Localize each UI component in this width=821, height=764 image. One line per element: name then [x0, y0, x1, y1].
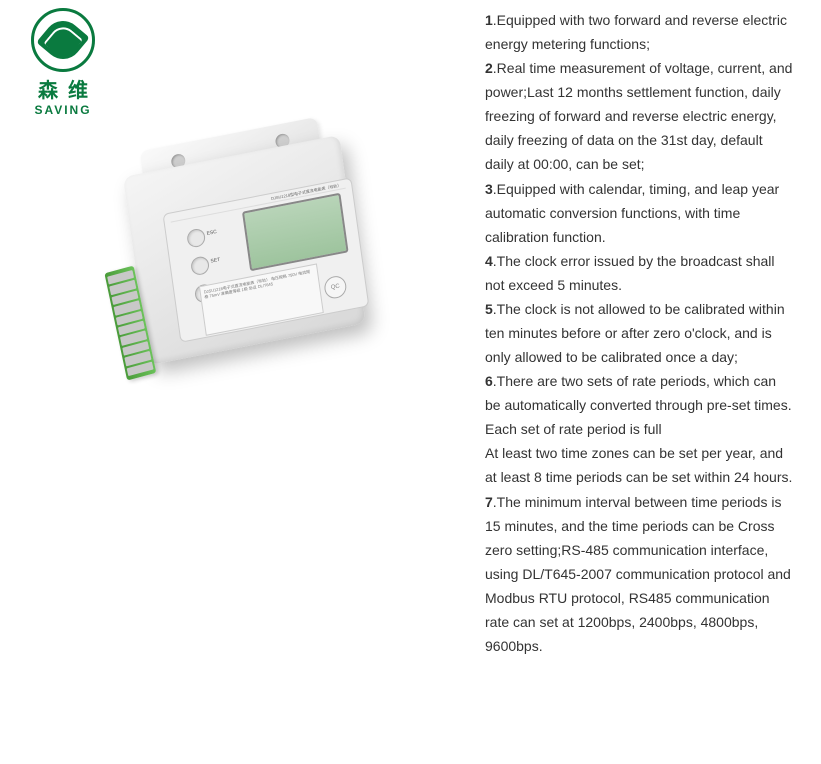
feature-text-3: .Equipped with calendar, timing, and lea…: [485, 181, 779, 245]
feature-item-6: 6.There are two sets of rate periods, wh…: [485, 369, 795, 441]
feature-text-7: .The minimum interval between time perio…: [485, 494, 791, 654]
device-set-button: [190, 255, 210, 276]
feature-list: 1.Equipped with two forward and reverse …: [485, 8, 795, 658]
feature-item-3: 3.Equipped with calendar, timing, and le…: [485, 177, 795, 249]
feature-num-2: 2: [485, 60, 493, 76]
feature-num-7: 7: [485, 494, 493, 510]
feature-text-4: .The clock error issued by the broadcast…: [485, 253, 775, 293]
feature-num-1: 1: [485, 12, 493, 28]
feature-text-5: .The clock is not allowed to be calibrat…: [485, 301, 785, 365]
logo-circle-icon: [31, 8, 95, 72]
feature-item-1: 1.Equipped with two forward and reverse …: [485, 8, 795, 56]
logo-leaf-icon: [36, 13, 90, 67]
feature-text-6: .There are two sets of rate periods, whi…: [485, 373, 792, 437]
feature-text-1: .Equipped with two forward and reverse e…: [485, 12, 787, 52]
feature-num-5: 5: [485, 301, 493, 317]
feature-item-6b: At least two time zones can be set per y…: [485, 441, 795, 489]
feature-num-4: 4: [485, 253, 493, 269]
feature-item-4: 4.The clock error issued by the broadcas…: [485, 249, 795, 297]
energy-meter-device: DJSU1218型电子式直流电能表（导轨） ESC SET UP DOWN DJ…: [99, 101, 391, 408]
device-esc-label: ESC: [206, 229, 217, 237]
feature-num-6: 6: [485, 373, 493, 389]
feature-text-6b: At least two time zones can be set per y…: [485, 445, 792, 485]
feature-num-3: 3: [485, 181, 493, 197]
feature-item-2: 2.Real time measurement of voltage, curr…: [485, 56, 795, 176]
device-body: DJSU1218型电子式直流电能表（导轨） ESC SET UP DOWN DJ…: [123, 135, 366, 365]
device-esc-button: [186, 227, 206, 248]
device-set-label: SET: [210, 257, 220, 265]
feature-item-5: 5.The clock is not allowed to be calibra…: [485, 297, 795, 369]
feature-item-7: 7.The minimum interval between time peri…: [485, 490, 795, 659]
product-image: DJSU1218型电子式直流电能表（导轨） ESC SET UP DOWN DJ…: [60, 70, 430, 440]
feature-text-2: .Real time measurement of voltage, curre…: [485, 60, 792, 172]
